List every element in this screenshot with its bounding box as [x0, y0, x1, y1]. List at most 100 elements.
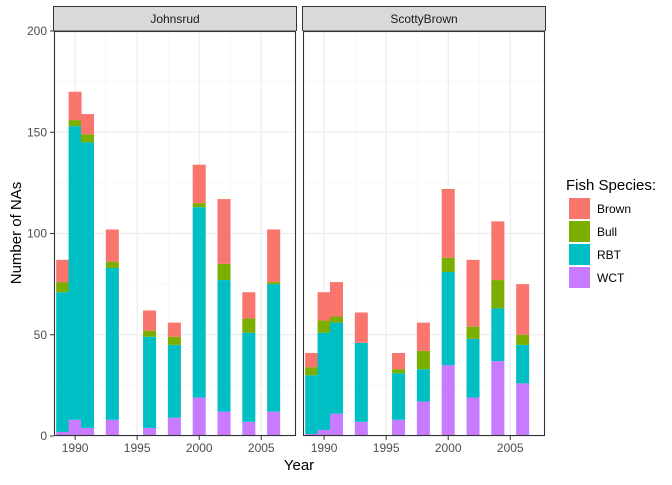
bar-segment-bull-2000 — [441, 257, 455, 272]
bar-segment-brown-2004 — [242, 292, 256, 319]
bar-segment-wct-2000 — [441, 365, 455, 436]
panel-border — [53, 30, 297, 437]
y-axis-title: Number of NAs — [8, 182, 25, 285]
bar-segment-rbt-1993 — [354, 342, 368, 422]
y-tick-label: 0 — [40, 429, 47, 443]
bar-segment-wct-2006 — [516, 383, 530, 436]
panel-johnsrud: 1990 1995 2000 2005 0 50 100 150 200 — [27, 24, 297, 455]
bar-segment-wct-1998 — [416, 401, 430, 436]
bar-segment-bull-1990 — [68, 120, 82, 127]
x-axis-title: Year — [284, 457, 314, 474]
bar-segment-wct-2002 — [466, 397, 480, 436]
bar-segment-brown-1989 — [305, 352, 319, 368]
bar-segment-wct-1996 — [143, 427, 157, 436]
bar-segment-wct-2000 — [192, 397, 206, 436]
legend-label-brown: Brown — [597, 202, 631, 216]
x-tick-label: 2000 — [186, 441, 213, 455]
bar-segment-rbt-1990 — [68, 126, 82, 420]
bar-segment-rbt-2002 — [466, 338, 480, 398]
x-tick-label: 2005 — [248, 441, 275, 455]
bar-segment-bull-1998 — [416, 350, 430, 370]
bar-segment-wct-1991 — [80, 427, 95, 436]
bar-segment-rbt-2002 — [217, 280, 231, 412]
bar-segment-rbt-2000 — [192, 207, 206, 398]
legend: Fish Species: Brown Bull RBT WCT — [566, 177, 656, 288]
panel-title-scottybrown: ScottyBrown — [390, 12, 457, 26]
bar-segment-rbt-1991 — [80, 142, 95, 428]
panel-strip-johnsrud — [53, 6, 297, 31]
bar-segment-bull-1989 — [56, 282, 70, 293]
bar-segment-wct-1993 — [105, 419, 119, 436]
bar-segment-brown-2002 — [217, 199, 231, 264]
bar-segment-rbt-2004 — [491, 308, 505, 362]
bar-segment-rbt-1993 — [105, 267, 119, 420]
bar-segment-wct-1991 — [329, 413, 344, 436]
bar-segment-wct-2004 — [491, 361, 505, 436]
y-tick-label: 150 — [27, 125, 47, 139]
bar-segment-rbt-2000 — [441, 271, 455, 366]
bar-segment-bull-1991 — [80, 134, 95, 143]
bar-segment-bull-1991 — [329, 316, 344, 323]
bar-segment-bull-1993 — [105, 261, 119, 268]
bar-segment-bull-2000 — [192, 203, 206, 208]
bar-segment-wct-1990 — [68, 419, 82, 436]
bar-segment-brown-1989 — [56, 259, 70, 283]
bar-segment-wct-1998 — [167, 417, 181, 436]
bar-segment-brown-1990 — [317, 292, 331, 321]
bar-segment-brown-2000 — [192, 164, 206, 204]
legend-title: Fish Species: — [566, 177, 656, 194]
bar-segment-wct-2004 — [242, 421, 256, 436]
y-tick-label: 50 — [34, 328, 48, 342]
x-tick-label: 2005 — [497, 441, 524, 455]
bar-segment-brown-1993 — [354, 312, 368, 343]
bar-segment-rbt-1989 — [305, 375, 319, 434]
bar-segment-brown-1991 — [329, 282, 344, 317]
bar-segment-wct-1993 — [354, 421, 368, 436]
legend-key-brown — [569, 198, 590, 219]
bar-segment-bull-1996 — [143, 330, 157, 337]
y-tick-label: 100 — [27, 227, 47, 241]
x-tick-label: 1995 — [373, 441, 400, 455]
bar-segment-wct-1996 — [392, 419, 406, 436]
bar-segment-brown-1993 — [105, 229, 119, 262]
bar-segment-brown-1990 — [68, 91, 82, 121]
bar-segment-brown-1996 — [392, 352, 406, 370]
bar-segment-brown-2002 — [466, 259, 480, 327]
bar-segment-rbt-1996 — [392, 373, 406, 420]
bar-segment-brown-1998 — [167, 322, 181, 337]
bar-segment-brown-1991 — [80, 114, 95, 135]
legend-label-bull: Bull — [597, 225, 617, 239]
bar-segment-bull-1990 — [317, 320, 331, 333]
bar-segment-brown-2000 — [441, 188, 455, 258]
bar-segment-wct-2006 — [267, 411, 281, 436]
legend-label-wct: WCT — [597, 271, 625, 285]
bar-segment-rbt-1998 — [167, 344, 181, 418]
bar-segment-brown-2004 — [491, 221, 505, 281]
bar-segment-bull-1989 — [305, 367, 319, 376]
panel-border — [302, 30, 546, 437]
legend-key-wct — [569, 267, 590, 288]
legend-key-bull — [569, 221, 590, 242]
bar-segment-rbt-1991 — [329, 322, 344, 414]
bar-segment-bull-2002 — [466, 326, 480, 339]
bar-segment-bull-2004 — [491, 280, 505, 309]
bar-segment-brown-2006 — [267, 229, 281, 283]
panel-strip-scottybrown — [302, 6, 546, 31]
bar-segment-rbt-2006 — [267, 284, 281, 412]
bar-segment-wct-2002 — [217, 411, 231, 436]
bar-segment-rbt-2004 — [242, 332, 256, 422]
bar-segment-rbt-1990 — [317, 332, 331, 430]
bar-segment-wct-1989 — [56, 431, 70, 436]
bar-segment-brown-2006 — [516, 284, 530, 335]
bar-segment-rbt-2006 — [516, 344, 530, 384]
bar-segment-rbt-1996 — [143, 336, 157, 428]
bar-segment-brown-1998 — [416, 322, 430, 351]
legend-items: Brown Bull RBT WCT — [569, 198, 631, 288]
legend-key-rbt — [569, 244, 590, 265]
bar-segment-bull-1998 — [167, 336, 181, 345]
bar-segment-brown-1996 — [143, 310, 157, 331]
bar-segment-bull-1996 — [392, 369, 406, 374]
bar-segment-bull-2006 — [516, 334, 530, 345]
